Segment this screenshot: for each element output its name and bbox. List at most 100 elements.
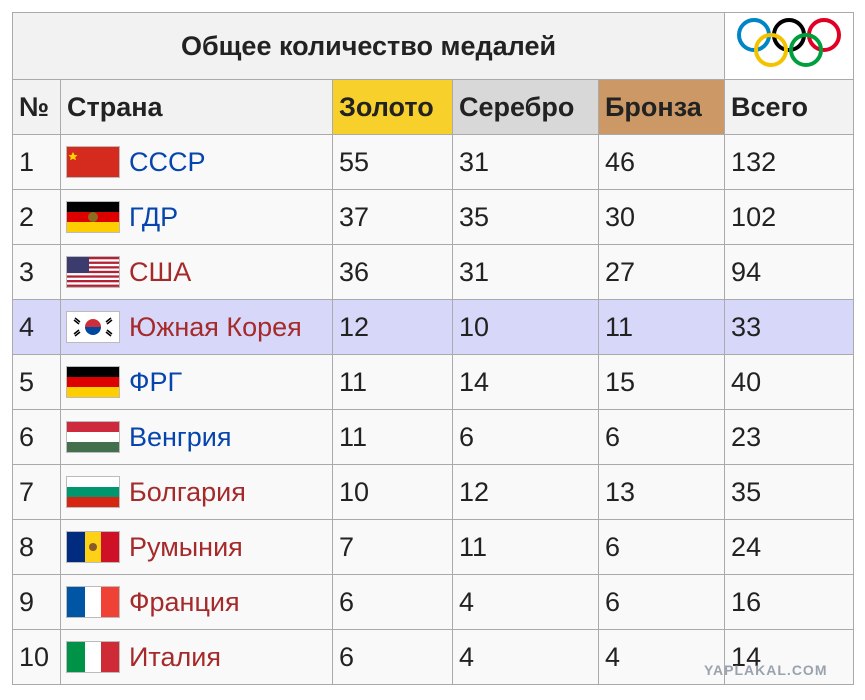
medal-count: 16 (724, 574, 855, 630)
medal-count: 11 (332, 409, 453, 465)
column-header: Серебро (452, 79, 599, 135)
flag (66, 586, 120, 618)
country: Венгрия (66, 421, 326, 453)
medal-count: 27 (597, 244, 726, 300)
rank-cell: 8 (12, 519, 61, 575)
country: Болгария (66, 476, 326, 508)
country-link[interactable]: Венгрия (129, 421, 232, 452)
column-header: Всего (724, 79, 855, 135)
medal-count: 35 (452, 189, 599, 245)
country-cell: СССР (60, 134, 333, 190)
country-link[interactable]: ФРГ (129, 366, 183, 397)
table-body: 1 СССР 55 31 46 132 2 ГДР 37 35 30 102 3 США 36 31 27 94 4… (12, 134, 855, 685)
medal-count: 11 (332, 354, 453, 410)
table-row: 8 Румыния 7 11 6 24 (12, 519, 855, 575)
medal-count: 24 (724, 519, 855, 575)
medal-count: 35 (724, 464, 855, 520)
rank-cell: 6 (12, 409, 61, 465)
medal-count: 94 (724, 244, 855, 300)
country-cell: ФРГ (60, 354, 333, 410)
medal-count: 15 (597, 354, 726, 410)
country-cell: ГДР (60, 189, 333, 245)
medal-count: 12 (332, 299, 453, 355)
medal-count: 4 (597, 629, 726, 685)
country-link[interactable]: США (129, 256, 192, 287)
medal-count: 14 (452, 354, 599, 410)
country-cell: Южная Корея (60, 299, 333, 355)
medal-count: 11 (597, 299, 726, 355)
country-link[interactable]: Болгария (129, 476, 246, 507)
table-row: 4 Южная Корея 12 10 11 33 (12, 299, 855, 355)
medal-table: Общее количество медалей № Страна Золото… (11, 12, 855, 685)
medal-count: 36 (332, 244, 453, 300)
country-cell: Венгрия (60, 409, 333, 465)
country: Франция (66, 586, 326, 618)
medal-count: 132 (724, 134, 855, 190)
country: ГДР (66, 201, 326, 233)
medal-count: 6 (597, 409, 726, 465)
medal-count: 7 (332, 519, 453, 575)
table-row: 2 ГДР 37 35 30 102 (12, 189, 855, 245)
rank-cell: 3 (12, 244, 61, 300)
table-row: 5 ФРГ 11 14 15 40 (12, 354, 855, 410)
flag (66, 311, 120, 343)
country: Румыния (66, 531, 326, 563)
table-row: 3 США 36 31 27 94 (12, 244, 855, 300)
rank-cell: 10 (12, 629, 61, 685)
country-cell: Италия (60, 629, 333, 685)
medal-count: 55 (332, 134, 453, 190)
medal-count: 11 (452, 519, 599, 575)
country: США (66, 256, 326, 288)
column-header: № (12, 79, 61, 135)
watermark: YAPLAKAL.COM (704, 662, 828, 678)
flag (66, 366, 120, 398)
flag (66, 641, 120, 673)
table-row: 10 Италия 6 4 4 14 (12, 629, 855, 685)
country-link[interactable]: СССР (129, 146, 206, 177)
medal-count: 23 (724, 409, 855, 465)
olympic-rings (737, 17, 842, 67)
medal-count: 13 (597, 464, 726, 520)
column-header: Страна (60, 79, 333, 135)
table-row: 7 Болгария 10 12 13 35 (12, 464, 855, 520)
medal-count: 6 (332, 574, 453, 630)
table-title: Общее количество медалей (11, 12, 726, 80)
country-cell: США (60, 244, 333, 300)
rank-cell: 4 (12, 299, 61, 355)
medal-count: 12 (452, 464, 599, 520)
medal-count: 14 (724, 629, 855, 685)
medal-count: 4 (452, 629, 599, 685)
country: ФРГ (66, 366, 326, 398)
medal-count: 10 (452, 299, 599, 355)
country: Южная Корея (66, 311, 326, 343)
medal-count: 46 (597, 134, 726, 190)
medal-count: 31 (452, 244, 599, 300)
country-link[interactable]: Франция (129, 586, 240, 617)
table-row: 1 СССР 55 31 46 132 (12, 134, 855, 190)
column-header: Золото (332, 79, 453, 135)
medal-count: 6 (452, 409, 599, 465)
rank-cell: 2 (12, 189, 61, 245)
rank-cell: 5 (12, 354, 61, 410)
flag (66, 476, 120, 508)
medal-count: 33 (724, 299, 855, 355)
flag (66, 531, 120, 563)
country-link[interactable]: Южная Корея (129, 311, 302, 342)
country-cell: Болгария (60, 464, 333, 520)
country-cell: Франция (60, 574, 333, 630)
country-link[interactable]: Италия (129, 641, 221, 672)
medal-count: 102 (724, 189, 855, 245)
medal-count: 30 (597, 189, 726, 245)
medal-count: 6 (597, 574, 726, 630)
column-header: Бронза (597, 79, 726, 135)
medal-count: 10 (332, 464, 453, 520)
flag (66, 201, 120, 233)
country-link[interactable]: Румыния (129, 531, 243, 562)
country: СССР (66, 146, 326, 178)
medal-count: 4 (452, 574, 599, 630)
country-link[interactable]: ГДР (129, 201, 179, 232)
rank-cell: 1 (12, 134, 61, 190)
table-row: 6 Венгрия 11 6 6 23 (12, 409, 855, 465)
country: Италия (66, 641, 326, 673)
